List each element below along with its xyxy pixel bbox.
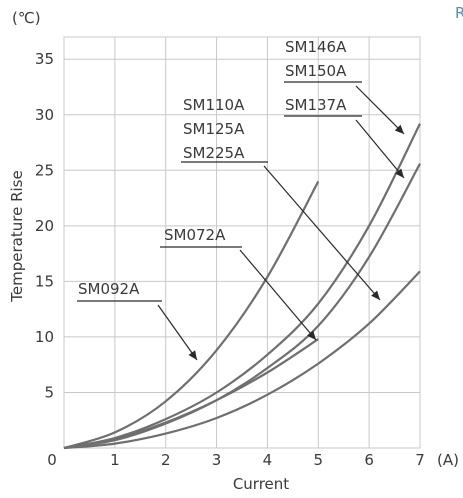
y-tick-label: 15 — [35, 272, 54, 290]
leader-line — [355, 119, 405, 179]
x-tick-label: 0 — [47, 451, 57, 469]
x-axis-title: Current — [233, 475, 289, 493]
x-tick-label: 7 — [415, 451, 425, 469]
arrow-head — [394, 124, 404, 134]
y-tick-label: 30 — [35, 106, 54, 124]
leader-line — [239, 249, 317, 341]
x-tick-label: 5 — [314, 451, 324, 469]
x-axis-unit: (A) — [437, 451, 459, 469]
leader-line — [355, 85, 405, 135]
grid — [64, 37, 420, 448]
x-tick-label: 2 — [161, 451, 171, 469]
corner-mark: R — [455, 4, 463, 22]
series-line — [63, 270, 421, 450]
curve-label: SM125A — [183, 120, 245, 138]
arrow-head — [307, 330, 316, 340]
x-tick-label: 1 — [110, 451, 120, 469]
y-tick-label: 25 — [35, 161, 54, 179]
curve-label: SM092A — [78, 280, 140, 298]
y-axis-title: Temperature Rise — [8, 170, 26, 302]
arrow-head — [395, 168, 404, 178]
y-tick-label: 35 — [35, 50, 54, 68]
curve-label: SM146A — [285, 38, 347, 56]
curves — [63, 123, 421, 450]
curve-label: SM137A — [285, 96, 347, 114]
x-tick-label: 3 — [212, 451, 222, 469]
curve-label: SM072A — [164, 226, 226, 244]
curve-label: SM110A — [183, 96, 245, 114]
series-line — [63, 180, 320, 450]
y-tick-label: 20 — [35, 217, 54, 235]
x-tick-label: 4 — [263, 451, 273, 469]
curve-annotations: SM092A SM072A SM110A SM125A SM225A SM146A SM15… — [77, 38, 405, 361]
curve-label: SM225A — [183, 144, 245, 162]
arrow-head — [188, 350, 197, 360]
series-line — [63, 163, 421, 450]
leader-line — [263, 165, 381, 301]
series-line — [63, 123, 421, 450]
y-axis-unit: (℃) — [12, 9, 41, 27]
curve-label: SM150A — [285, 62, 347, 80]
y-tick-label: 10 — [35, 328, 54, 346]
y-tick-label: 5 — [44, 383, 54, 401]
plot-frame — [63, 36, 421, 449]
tick-labels: 0 1 2 3 4 5 6 7 5 10 15 20 25 30 35 — [35, 50, 425, 469]
x-tick-label: 6 — [364, 451, 374, 469]
arrow-head — [371, 290, 380, 300]
leader-line — [157, 304, 198, 361]
